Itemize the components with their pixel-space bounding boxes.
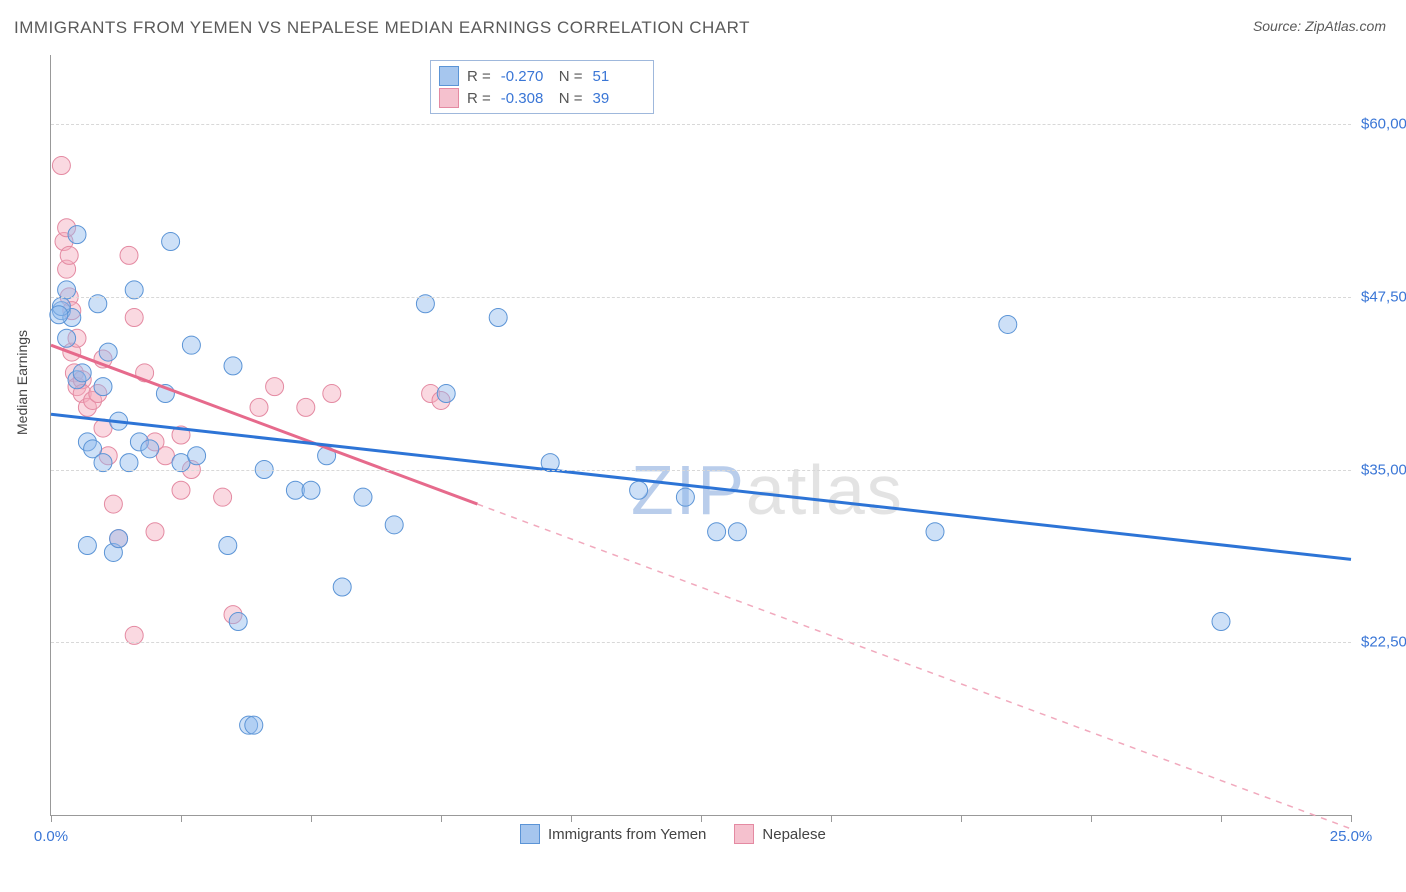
point-yemen bbox=[437, 385, 455, 403]
point-nepalese bbox=[125, 309, 143, 327]
r-label: R = bbox=[467, 90, 491, 107]
point-yemen bbox=[630, 481, 648, 499]
point-nepalese bbox=[250, 398, 268, 416]
x-tick bbox=[571, 815, 572, 822]
point-yemen bbox=[188, 447, 206, 465]
legend-item-b: Nepalese bbox=[734, 824, 825, 844]
point-yemen bbox=[708, 523, 726, 541]
point-yemen bbox=[224, 357, 242, 375]
point-yemen bbox=[999, 315, 1017, 333]
point-yemen bbox=[78, 537, 96, 555]
point-yemen bbox=[728, 523, 746, 541]
point-yemen bbox=[676, 488, 694, 506]
y-gridline bbox=[51, 124, 1351, 125]
trendline-nepalese-extrapolated bbox=[477, 504, 1351, 829]
swatch-a bbox=[520, 824, 540, 844]
r-label: R = bbox=[467, 68, 491, 85]
point-yemen bbox=[489, 309, 507, 327]
point-yemen bbox=[94, 378, 112, 396]
legend-label-a: Immigrants from Yemen bbox=[548, 826, 706, 843]
x-tick bbox=[181, 815, 182, 822]
x-tick bbox=[441, 815, 442, 822]
point-nepalese bbox=[323, 385, 341, 403]
point-yemen bbox=[333, 578, 351, 596]
chart-title: IMMIGRANTS FROM YEMEN VS NEPALESE MEDIAN… bbox=[14, 18, 750, 38]
x-tick-label-max: 25.0% bbox=[1330, 828, 1373, 845]
swatch-b bbox=[439, 88, 459, 108]
point-nepalese bbox=[60, 246, 78, 264]
point-yemen bbox=[926, 523, 944, 541]
correlation-legend: R = -0.270 N = 51 R = -0.308 N = 39 bbox=[430, 60, 654, 114]
point-yemen bbox=[162, 233, 180, 251]
point-nepalese bbox=[172, 481, 190, 499]
legend-row-b: R = -0.308 N = 39 bbox=[439, 87, 643, 109]
point-yemen bbox=[245, 716, 263, 734]
point-yemen bbox=[1212, 613, 1230, 631]
y-gridline bbox=[51, 642, 1351, 643]
point-yemen bbox=[141, 440, 159, 458]
trendline-yemen bbox=[51, 414, 1351, 559]
y-tick-label: $35,000 bbox=[1361, 461, 1406, 478]
x-tick bbox=[51, 815, 52, 822]
point-nepalese bbox=[214, 488, 232, 506]
legend-label-b: Nepalese bbox=[762, 826, 825, 843]
point-nepalese bbox=[120, 246, 138, 264]
n-label: N = bbox=[559, 90, 583, 107]
y-tick-label: $60,000 bbox=[1361, 116, 1406, 133]
point-nepalese bbox=[52, 157, 70, 175]
point-yemen bbox=[110, 530, 128, 548]
x-tick bbox=[831, 815, 832, 822]
y-axis-title: Median Earnings bbox=[14, 330, 30, 435]
r-value-b: -0.308 bbox=[501, 90, 551, 107]
x-tick bbox=[1091, 815, 1092, 822]
plot-area: ZIPatlas $22,500$35,000$47,500$60,000 0.… bbox=[50, 55, 1351, 816]
point-yemen bbox=[68, 226, 86, 244]
point-nepalese bbox=[104, 495, 122, 513]
point-yemen bbox=[73, 364, 91, 382]
legend-item-a: Immigrants from Yemen bbox=[520, 824, 706, 844]
point-yemen bbox=[219, 537, 237, 555]
chart-canvas bbox=[51, 55, 1351, 815]
point-yemen bbox=[385, 516, 403, 534]
y-tick-label: $22,500 bbox=[1361, 634, 1406, 651]
n-value-b: 39 bbox=[593, 90, 643, 107]
point-yemen bbox=[58, 329, 76, 347]
r-value-a: -0.270 bbox=[501, 68, 551, 85]
series-legend: Immigrants from Yemen Nepalese bbox=[520, 824, 826, 844]
point-yemen bbox=[182, 336, 200, 354]
legend-row-a: R = -0.270 N = 51 bbox=[439, 65, 643, 87]
point-yemen bbox=[99, 343, 117, 361]
point-nepalese bbox=[266, 378, 284, 396]
x-tick bbox=[1351, 815, 1352, 822]
y-gridline bbox=[51, 297, 1351, 298]
x-tick bbox=[961, 815, 962, 822]
swatch-b bbox=[734, 824, 754, 844]
point-yemen bbox=[302, 481, 320, 499]
point-yemen bbox=[50, 306, 68, 324]
point-yemen bbox=[354, 488, 372, 506]
source-credit: Source: ZipAtlas.com bbox=[1253, 18, 1386, 34]
x-tick bbox=[701, 815, 702, 822]
x-tick bbox=[311, 815, 312, 822]
n-label: N = bbox=[559, 68, 583, 85]
point-yemen bbox=[229, 613, 247, 631]
x-tick bbox=[1221, 815, 1222, 822]
n-value-a: 51 bbox=[593, 68, 643, 85]
point-nepalese bbox=[297, 398, 315, 416]
swatch-a bbox=[439, 66, 459, 86]
x-tick-label-min: 0.0% bbox=[34, 828, 68, 845]
point-nepalese bbox=[146, 523, 164, 541]
y-gridline bbox=[51, 470, 1351, 471]
y-tick-label: $47,500 bbox=[1361, 288, 1406, 305]
